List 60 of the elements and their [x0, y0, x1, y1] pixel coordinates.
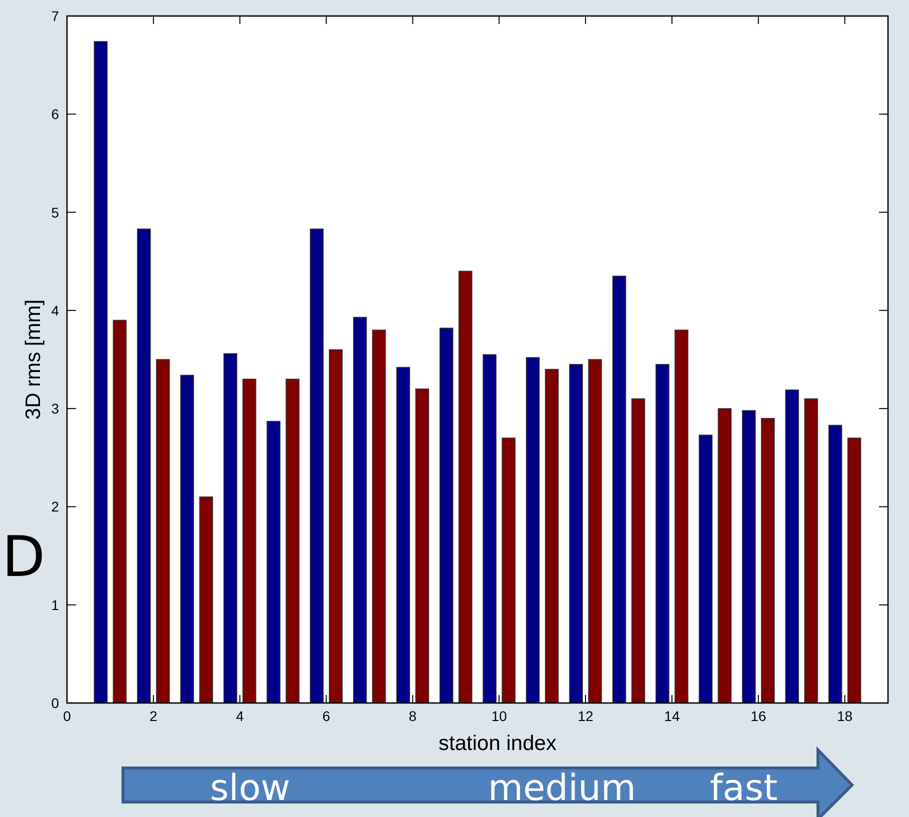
bar	[847, 438, 862, 704]
bar	[112, 320, 127, 704]
text: D	[2, 525, 46, 590]
y-tick-label: 3	[51, 400, 60, 417]
bar	[137, 228, 151, 704]
bar	[785, 390, 799, 704]
bar	[223, 353, 238, 704]
bar	[612, 276, 626, 704]
x-tick-label: 8	[408, 708, 417, 724]
x-tick-label: 4	[236, 708, 244, 724]
x-tick-label: 14	[664, 708, 680, 724]
x-tick-label: 12	[578, 708, 594, 724]
bar	[266, 420, 280, 704]
y-tick-label: 1	[51, 596, 60, 613]
bar	[440, 328, 454, 704]
bar	[286, 378, 300, 704]
bar	[242, 378, 256, 704]
x-tick-label: 0	[63, 708, 72, 724]
bar	[156, 359, 170, 704]
x-tick-label: 16	[750, 708, 766, 724]
bar	[544, 368, 559, 704]
bar	[569, 364, 583, 704]
bar	[353, 316, 367, 704]
x-axis-title: station index	[438, 732, 557, 755]
x-tick-label: 2	[150, 708, 158, 724]
bar	[180, 374, 194, 704]
bar	[656, 364, 670, 704]
bar	[502, 438, 516, 704]
bar	[482, 354, 496, 704]
bar	[760, 418, 775, 704]
bar	[310, 228, 324, 704]
bar	[674, 330, 688, 704]
text: slow	[210, 768, 290, 809]
x-tick-label: 10	[491, 708, 508, 724]
y-tick-label: 4	[51, 302, 60, 318]
text: medium	[488, 768, 636, 809]
bar	[742, 410, 756, 704]
bar	[588, 359, 602, 704]
bar	[372, 330, 386, 704]
y-axis-title: 3D rms [mm]	[22, 299, 45, 420]
text: fast	[710, 768, 778, 809]
bar	[396, 366, 410, 704]
y-tick-label: 5	[51, 204, 60, 220]
bar	[199, 496, 214, 704]
bar	[698, 434, 713, 704]
x-tick-label: 18	[837, 708, 853, 724]
bar	[458, 270, 472, 704]
bar	[526, 357, 540, 704]
bar	[328, 349, 343, 704]
y-tick-label: 6	[51, 106, 60, 122]
bar	[828, 424, 842, 704]
x-tick-label: 6	[322, 708, 330, 724]
bar	[94, 41, 108, 704]
y-tick-label: 2	[51, 498, 60, 515]
bar	[804, 398, 818, 704]
y-tick-label: 7	[51, 8, 60, 24]
bar	[631, 398, 646, 704]
y-tick-label: 0	[51, 695, 60, 711]
bar	[415, 388, 430, 704]
bar	[718, 408, 732, 704]
